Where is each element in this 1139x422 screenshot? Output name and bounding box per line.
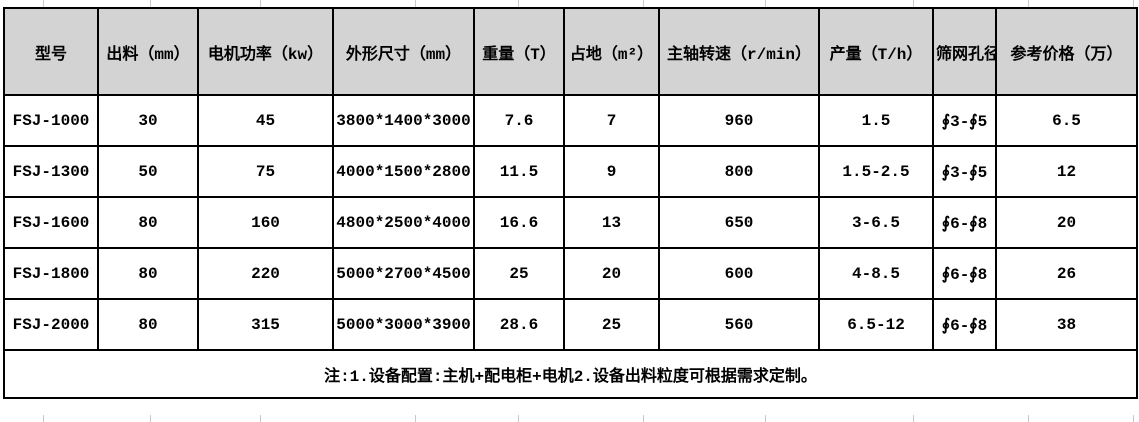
cell-weight: 7.6: [473, 94, 565, 147]
cell-weight: 25: [473, 247, 565, 300]
cell-screen-aperture: ∮3-∮5: [932, 94, 997, 147]
cell-weight: 28.6: [473, 298, 565, 351]
cell-motor-power: 160: [197, 196, 334, 249]
table-header: 型号 出料（mm） 电机功率（kw） 外形尺寸（mm） 重量（T） 占地（m²）…: [3, 7, 1138, 96]
sheet-gridline: [518, 415, 519, 422]
cell-screen-aperture: ∮6-∮8: [932, 196, 997, 249]
cell-screen-aperture: ∮3-∮5: [932, 145, 997, 198]
cell-footprint: 7: [563, 94, 660, 147]
spec-row-fsj-2000: FSJ-2000 80 315 5000*3000*3900 28.6 25 5…: [3, 298, 1138, 351]
sheet-gridline: [913, 0, 914, 7]
cell-output-size: 30: [97, 94, 199, 147]
cell-motor-power: 75: [197, 145, 334, 198]
sheet-gridline: [43, 0, 44, 7]
cell-spindle-speed: 800: [658, 145, 820, 198]
cell-screen-aperture: ∮6-∮8: [932, 298, 997, 351]
col-header-footprint: 占地（m²）: [563, 7, 660, 96]
col-header-output-size: 出料（mm）: [97, 7, 199, 96]
cell-capacity: 1.5-2.5: [818, 145, 934, 198]
cell-spindle-speed: 600: [658, 247, 820, 300]
col-header-model: 型号: [3, 7, 99, 96]
sheet-gridline: [518, 0, 519, 7]
col-header-dimensions: 外形尺寸（mm）: [332, 7, 475, 96]
sheet-gridline: [150, 0, 151, 7]
sheet-gridline: [415, 0, 416, 7]
cell-price: 6.5: [995, 94, 1138, 147]
cell-dimensions: 4000*1500*2800: [332, 145, 475, 198]
sheet-gridline: [415, 415, 416, 422]
cell-spindle-speed: 960: [658, 94, 820, 147]
cell-model: FSJ-1600: [3, 196, 99, 249]
spec-row-fsj-1300: FSJ-1300 50 75 4000*1500*2800 11.5 9 800…: [3, 145, 1138, 198]
cell-weight: 16.6: [473, 196, 565, 249]
sheet-gridline: [765, 415, 766, 422]
sheet-gridline: [1028, 415, 1029, 422]
spec-row-fsj-1000: FSJ-1000 30 45 3800*1400*3000 7.6 7 960 …: [3, 94, 1138, 147]
sheet-gridline: [260, 415, 261, 422]
sheet-gridline: [43, 415, 44, 422]
cell-footprint: 9: [563, 145, 660, 198]
sheet-gridline: [260, 0, 261, 7]
sheet-gridline: [913, 415, 914, 422]
sheet-gridline: [150, 415, 151, 422]
spec-row-fsj-1800: FSJ-1800 80 220 5000*2700*4500 25 20 600…: [3, 247, 1138, 300]
cell-model: FSJ-2000: [3, 298, 99, 351]
spec-table: 型号 出料（mm） 电机功率（kw） 外形尺寸（mm） 重量（T） 占地（m²）…: [3, 7, 1138, 399]
cell-footprint: 25: [563, 298, 660, 351]
col-header-screen-aperture: 筛网孔径: [932, 7, 997, 96]
sheet-gridline: [1133, 415, 1134, 422]
cell-weight: 11.5: [473, 145, 565, 198]
cell-output-size: 80: [97, 196, 199, 249]
col-header-spindle-speed: 主轴转速（r/min）: [658, 7, 820, 96]
col-header-capacity: 产量（T/h）: [818, 7, 934, 96]
sheet-gridline: [643, 415, 644, 422]
cell-model: FSJ-1300: [3, 145, 99, 198]
cell-price: 20: [995, 196, 1138, 249]
header-row: 型号 出料（mm） 电机功率（kw） 外形尺寸（mm） 重量（T） 占地（m²）…: [3, 7, 1138, 96]
sheet-gridline: [643, 0, 644, 7]
cell-dimensions: 4800*2500*4000: [332, 196, 475, 249]
cell-spindle-speed: 560: [658, 298, 820, 351]
cell-dimensions: 5000*2700*4500: [332, 247, 475, 300]
cell-dimensions: 5000*3000*3900: [332, 298, 475, 351]
cell-capacity: 1.5: [818, 94, 934, 147]
col-header-weight: 重量（T）: [473, 7, 565, 96]
cell-price: 26: [995, 247, 1138, 300]
sheet-gridline: [765, 0, 766, 7]
sheet-gridline: [1028, 0, 1029, 7]
cell-footprint: 13: [563, 196, 660, 249]
cell-spindle-speed: 650: [658, 196, 820, 249]
cell-output-size: 50: [97, 145, 199, 198]
col-header-price: 参考价格（万）: [995, 7, 1138, 96]
note-row: 注:1.设备配置:主机+配电柜+电机2.设备出料粒度可根据需求定制。: [3, 349, 1138, 399]
cell-motor-power: 220: [197, 247, 334, 300]
cell-motor-power: 315: [197, 298, 334, 351]
cell-capacity: 3-6.5: [818, 196, 934, 249]
sheet-gridline-strip-bottom: [0, 415, 1139, 422]
table-note: 注:1.设备配置:主机+配电柜+电机2.设备出料粒度可根据需求定制。: [3, 349, 1138, 399]
cell-model: FSJ-1800: [3, 247, 99, 300]
cell-screen-aperture: ∮6-∮8: [932, 247, 997, 300]
cell-output-size: 80: [97, 298, 199, 351]
cell-model: FSJ-1000: [3, 94, 99, 147]
sheet-gridline-strip-top: [0, 0, 1139, 7]
cell-capacity: 6.5-12: [818, 298, 934, 351]
sheet-gridline: [1133, 0, 1134, 7]
spec-row-fsj-1600: FSJ-1600 80 160 4800*2500*4000 16.6 13 6…: [3, 196, 1138, 249]
cell-footprint: 20: [563, 247, 660, 300]
cell-dimensions: 3800*1400*3000: [332, 94, 475, 147]
cell-price: 12: [995, 145, 1138, 198]
table-body: FSJ-1000 30 45 3800*1400*3000 7.6 7 960 …: [3, 94, 1138, 399]
cell-motor-power: 45: [197, 94, 334, 147]
cell-price: 38: [995, 298, 1138, 351]
cell-capacity: 4-8.5: [818, 247, 934, 300]
cell-output-size: 80: [97, 247, 199, 300]
col-header-motor-power: 电机功率（kw）: [197, 7, 334, 96]
